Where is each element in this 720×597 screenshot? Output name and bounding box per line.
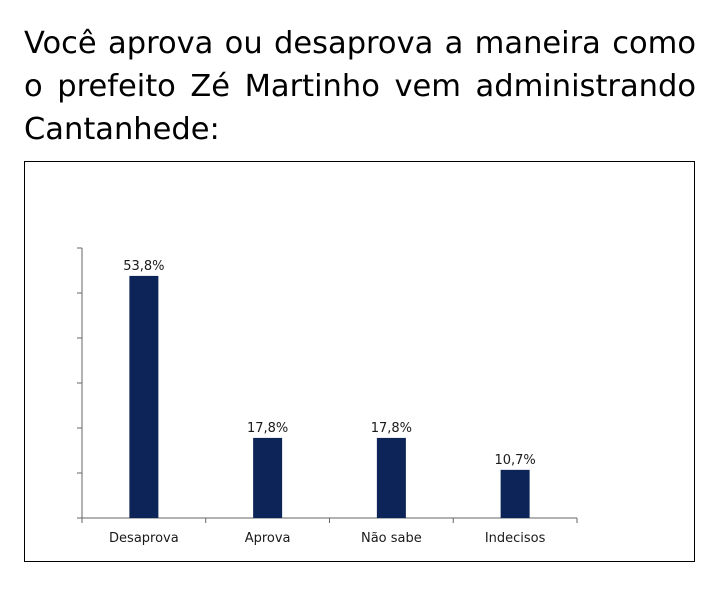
bar-1 [253, 437, 283, 518]
bar-3 [500, 469, 530, 518]
bar-value-label-0: 53,8% [123, 259, 164, 274]
category-label-2: Não sabe [361, 531, 422, 546]
bar-value-label-2: 17,8% [371, 421, 412, 436]
question-title: Você aprova ou desaprova a maneira como … [24, 26, 696, 147]
category-label-0: Desaprova [109, 531, 179, 546]
bar-2 [376, 437, 406, 518]
bar-0 [129, 275, 159, 518]
category-label-3: Indecisos [485, 531, 546, 546]
bar-value-label-3: 10,7% [494, 453, 535, 468]
bar-chart: 53,8% Desaprova 17,8% Aprova 17,8% Não sabe 10… [77, 247, 578, 546]
chart-frame: 53,8% Desaprova 17,8% Aprova 17,8% Não sabe 10… [24, 161, 695, 562]
category-label-1: Aprova [245, 531, 291, 546]
bar-value-label-1: 17,8% [247, 421, 288, 436]
